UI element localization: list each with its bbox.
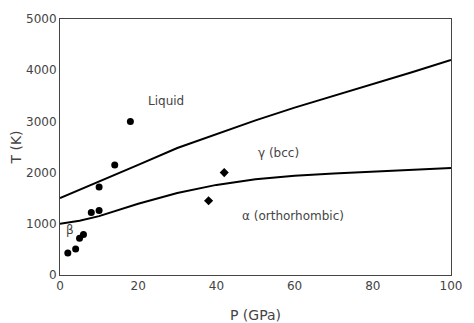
svg-text:0: 0 [49, 268, 57, 282]
svg-text:2000: 2000 [26, 166, 57, 180]
svg-text:Liquid: Liquid [148, 94, 184, 108]
svg-text:1000: 1000 [26, 217, 57, 231]
svg-text:α (orthorhombic): α (orthorhombic) [242, 209, 344, 223]
svg-text:4000: 4000 [26, 63, 57, 77]
svg-text:T (K): T (K) [8, 130, 24, 164]
svg-text:3000: 3000 [26, 115, 57, 129]
svg-text:40: 40 [209, 279, 224, 293]
svg-text:γ (bcc): γ (bcc) [258, 146, 299, 160]
svg-text:β: β [66, 223, 74, 237]
svg-text:100: 100 [440, 279, 463, 293]
svg-text:0: 0 [56, 279, 64, 293]
svg-text:P (GPa): P (GPa) [230, 307, 281, 323]
svg-text:80: 80 [365, 279, 380, 293]
svg-text:60: 60 [287, 279, 302, 293]
svg-text:20: 20 [131, 279, 146, 293]
svg-text:5000: 5000 [26, 12, 57, 26]
